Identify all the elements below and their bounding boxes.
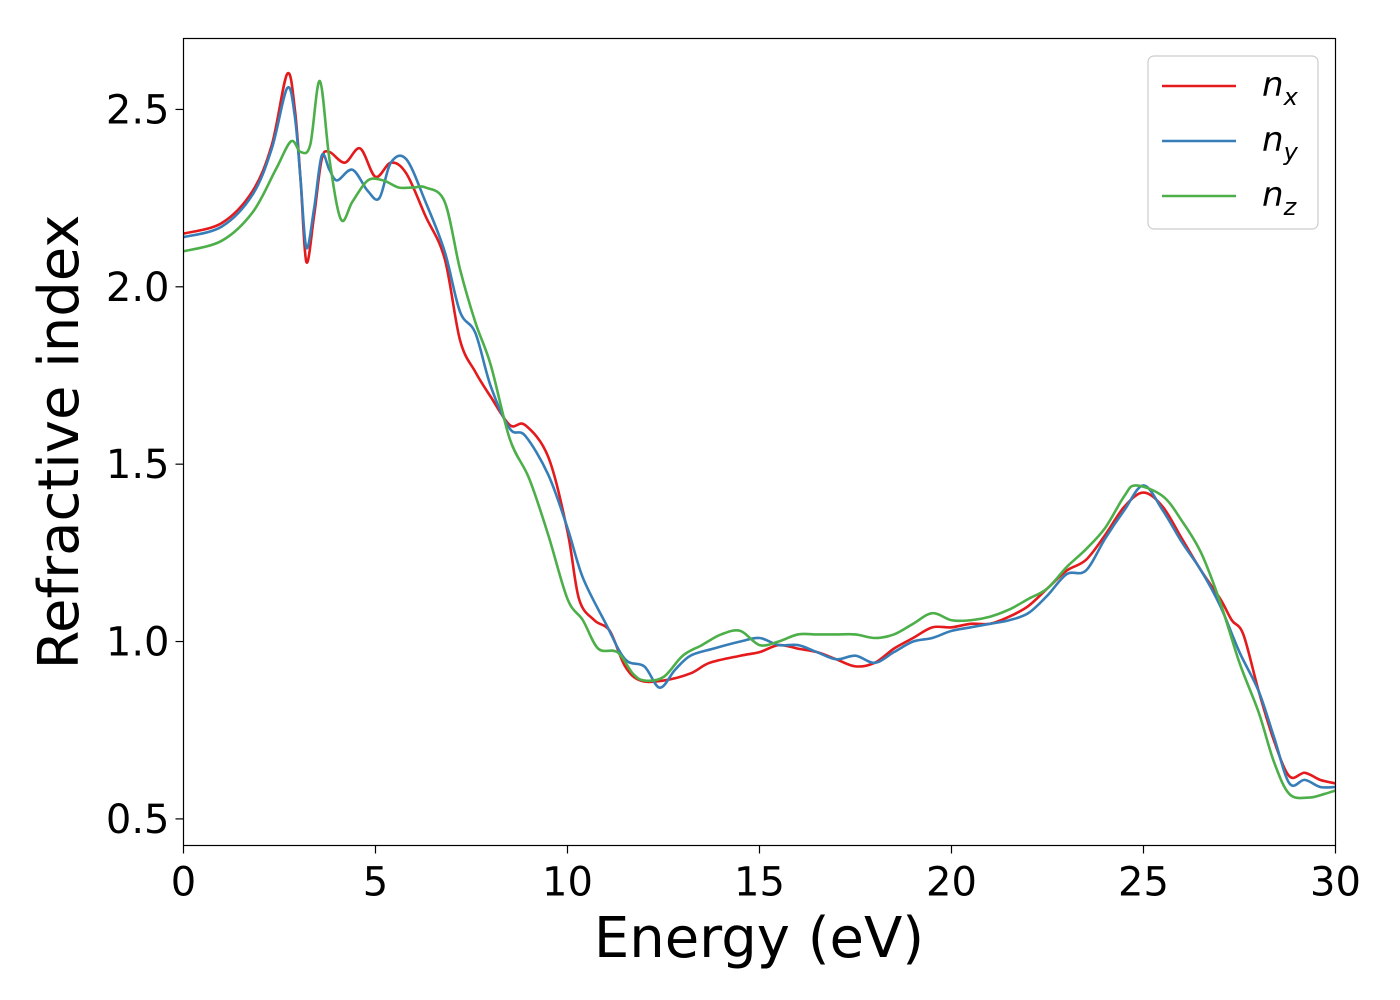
legend-label-subscript: z [1283, 193, 1298, 221]
y-tick-label: 0.5 [106, 797, 170, 843]
x-tick-label: 30 [1310, 860, 1361, 906]
legend-box [1147, 55, 1319, 230]
y-tick-label: 2.0 [106, 265, 170, 311]
y-axis-label: Refractive index [27, 215, 92, 670]
x-axis-label: Energy (eV) [594, 906, 924, 971]
legend-label-base: n [1262, 65, 1284, 105]
legend-label-subscript: y [1283, 138, 1299, 166]
x-tick-label: 0 [171, 860, 196, 906]
legend-label-subscript: x [1283, 83, 1299, 111]
legend-label-base: n [1262, 175, 1284, 215]
legend-label-n-y: ny [1262, 120, 1299, 166]
x-tick-label: 25 [1118, 860, 1169, 906]
x-tick-label: 15 [734, 860, 785, 906]
y-tick-label: 1.0 [106, 620, 170, 666]
y-tick-label: 2.5 [106, 87, 170, 133]
legend-label-n-x: nx [1262, 65, 1299, 111]
x-tick-label: 20 [926, 860, 977, 906]
x-tick-label: 10 [542, 860, 593, 906]
series-line-n-x [183, 71, 1336, 785]
x-tick-label: 5 [363, 860, 388, 906]
y-tick-label: 1.5 [106, 442, 170, 488]
series-line-n-z [183, 79, 1336, 800]
tick-layer: 0 5 10 15 20 25 30 0.5 1.0 1.5 2.0 2.5 [106, 87, 1361, 905]
legend-label-base: n [1262, 120, 1284, 160]
series-layer [183, 71, 1336, 800]
legend-label-n-z: nz [1262, 175, 1298, 221]
